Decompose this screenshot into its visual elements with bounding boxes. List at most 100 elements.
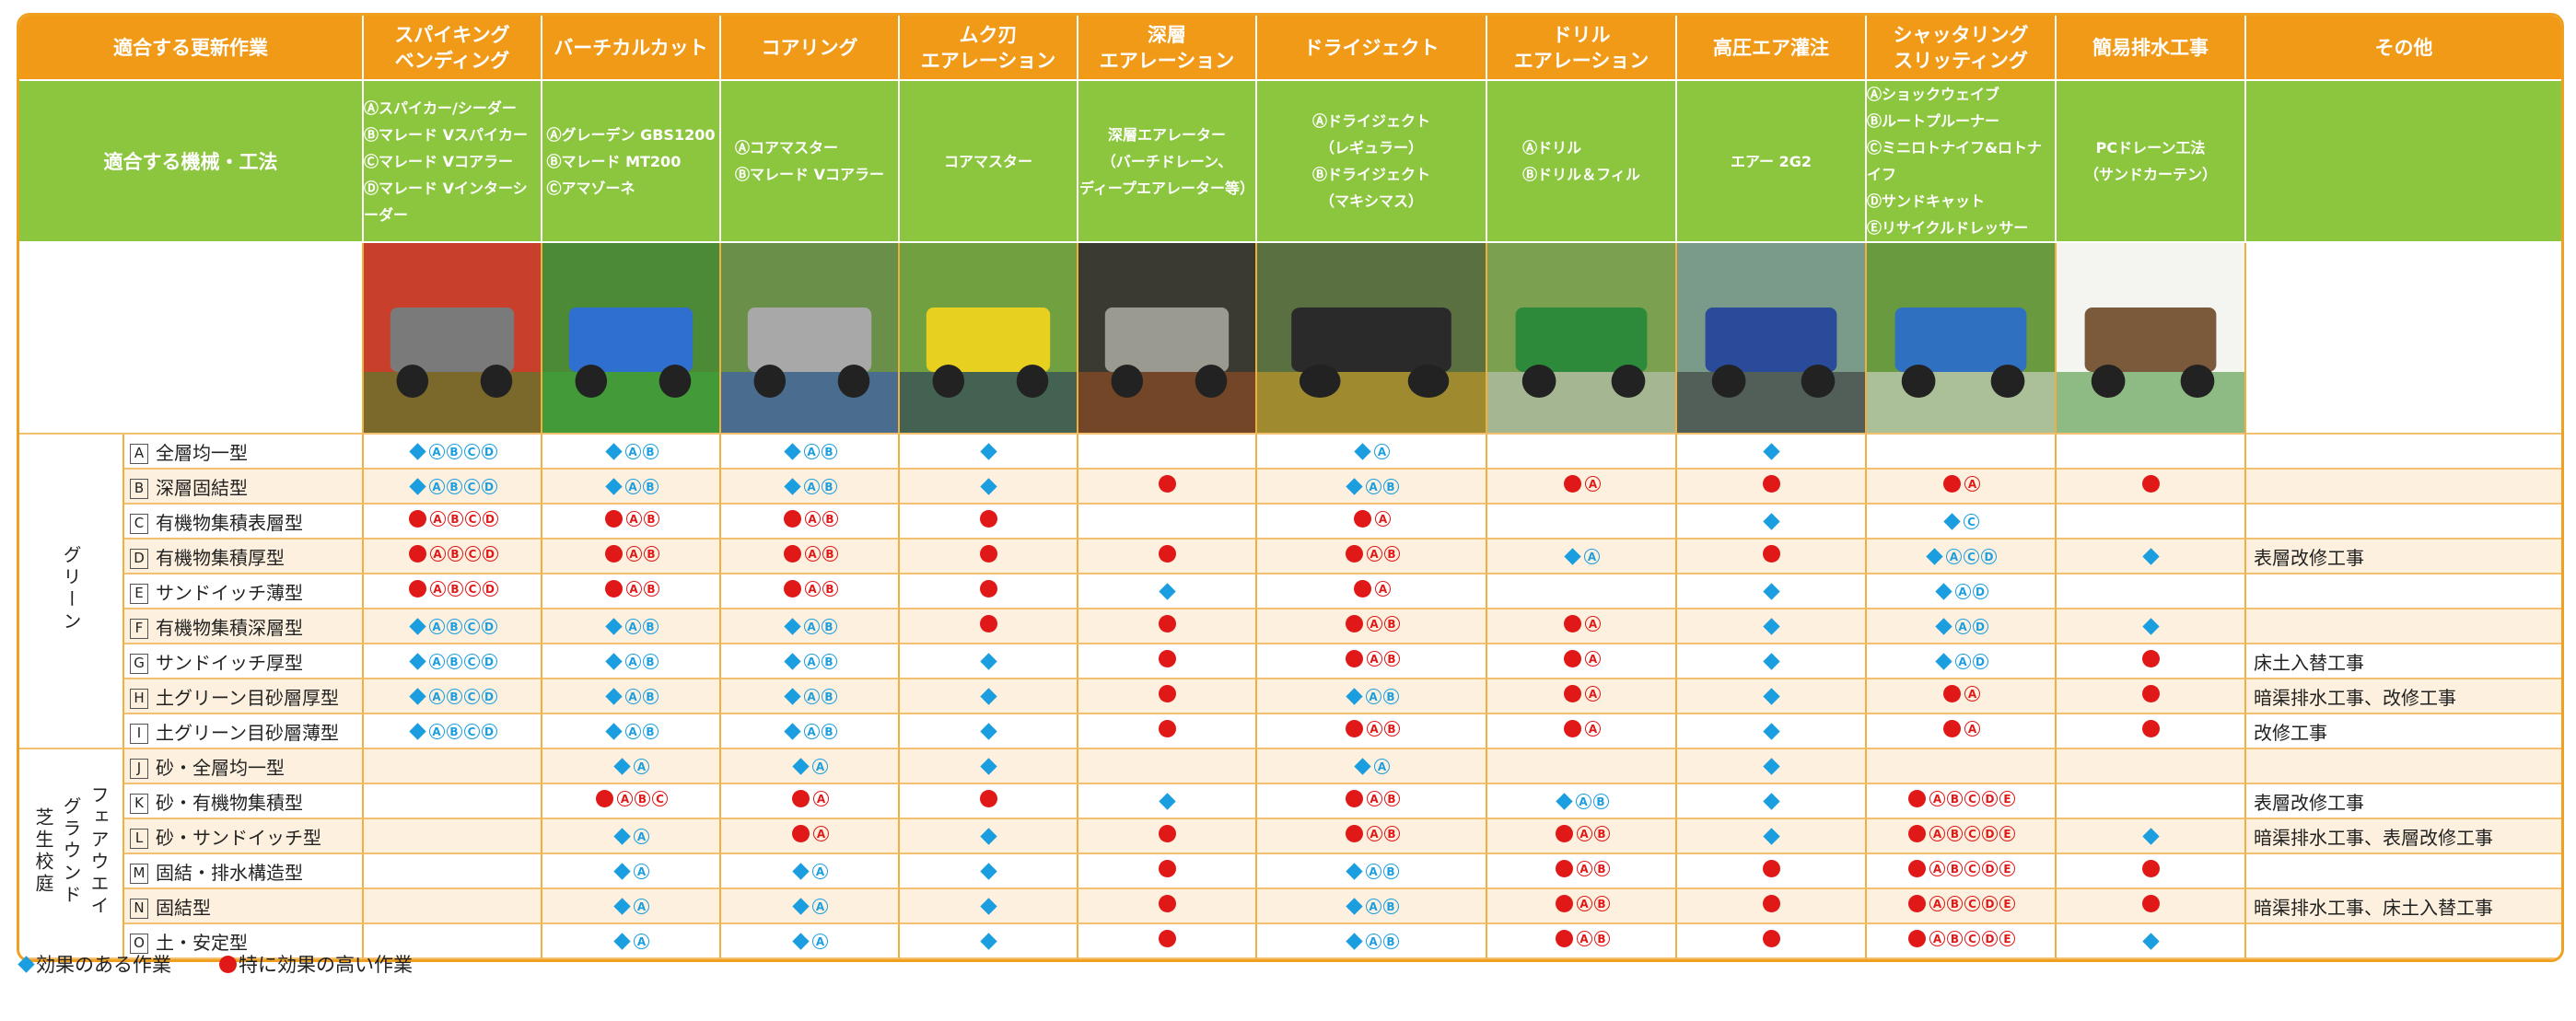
diamond-icon — [792, 898, 810, 915]
rating-cell — [2057, 609, 2246, 644]
machine-item: エアー 2G2 — [1730, 152, 1812, 170]
diamond-icon — [979, 443, 997, 460]
row-code: C — [130, 514, 148, 534]
rating-mark: A — [791, 898, 828, 915]
machine-letter-icon: A — [624, 724, 641, 739]
machine-letter-icon: B — [642, 479, 659, 494]
machine-letter-icon: B — [447, 546, 463, 562]
circle-icon — [2141, 720, 2160, 737]
machine-letter-icon: A — [428, 619, 445, 634]
diamond-icon — [1345, 863, 1363, 880]
circle-icon — [2141, 685, 2160, 702]
machine-letter-icon: B — [643, 581, 659, 597]
rating-mark: A — [1562, 615, 1601, 632]
photo-col-7 — [1677, 243, 1867, 435]
rating-cell — [1078, 679, 1257, 714]
group-label: フェアウエイ グラウンド 芝生校庭 — [32, 784, 110, 918]
circle-icon — [1158, 545, 1176, 563]
circle-icon — [1345, 615, 1363, 632]
rating-mark — [979, 828, 998, 845]
other-cell: 暗渠排水工事、改修工事 — [2246, 679, 2561, 714]
machine-letter-icon: A — [625, 581, 642, 597]
machine-letter-icon: A — [429, 546, 446, 562]
row-code: A — [130, 444, 148, 464]
rating-mark — [1157, 650, 1178, 667]
machine-letter-icon: A — [1374, 444, 1390, 459]
diamond-icon — [792, 863, 810, 880]
diamond-icon — [613, 758, 631, 775]
rating-cell: A — [1257, 574, 1487, 609]
machine-letter-icon: B — [822, 546, 838, 562]
rating-cell: C — [1867, 505, 2057, 540]
table-row: I 土グリーン目砂層薄型 A B C D A B A B A B A A 改修工事 — [19, 714, 2561, 749]
rating-mark: A — [612, 863, 649, 880]
rating-mark: A — [612, 828, 649, 845]
rating-mark — [1158, 793, 1177, 810]
row-code: D — [130, 549, 148, 569]
machine-letter-icon: A — [1929, 826, 1945, 841]
other-cell — [2246, 609, 2561, 644]
row-label: K 砂・有機物集積型 — [124, 784, 364, 819]
machine-letter-icon: B — [643, 511, 659, 527]
machine-letter-icon: B — [446, 479, 462, 494]
machine-item: Ⓑドリル＆フィル — [1522, 166, 1640, 183]
machine-letter-icon: A — [428, 479, 445, 494]
rating-cell — [2057, 644, 2246, 679]
rating-cell — [364, 924, 542, 959]
diamond-icon — [979, 688, 997, 705]
work-col-0: スパイキング ベンディング — [364, 16, 542, 81]
machine-letter-icon: A — [634, 934, 649, 949]
work-col-8: シャッタリング スリッティング — [1867, 16, 2057, 81]
circle-icon — [979, 510, 997, 528]
machine-letter-icon: A — [812, 864, 828, 879]
machine-item: Ⓓマレード Vインターシーダー — [364, 179, 528, 224]
rating-cell: A — [1257, 505, 1487, 540]
machine-list: Ⓐグレーデン GBS1200 Ⓑマレード MT200 Ⓒアマゾーネ — [547, 122, 716, 202]
machine-photo — [542, 243, 719, 433]
circle-icon — [1158, 825, 1176, 842]
rating-cell: A — [542, 854, 721, 889]
diamond-icon — [783, 653, 801, 670]
rating-cell: A — [1487, 540, 1677, 574]
rating-mark — [1157, 895, 1178, 912]
rating-cell: A — [1257, 435, 1487, 470]
machine-letter-icon: A — [1954, 584, 1971, 599]
machine-letter-icon: B — [446, 444, 462, 459]
machine-col-5: Ⓐドライジェクト （レギュラー） Ⓑドライジェクト （マキシマス） — [1257, 81, 1487, 243]
machine-item: 深層エアレーター — [1107, 125, 1226, 144]
rating-mark — [2140, 475, 2162, 493]
rating-cell — [900, 749, 1078, 784]
rating-mark: A — [791, 758, 828, 775]
machine-letter-icon: A — [813, 791, 829, 806]
machine-letter-icon: A — [1954, 654, 1971, 669]
rating-mark — [1762, 758, 1781, 775]
circle-icon — [1564, 685, 1581, 702]
machine-letter-icon: A — [1366, 826, 1382, 841]
machine-photo — [1867, 243, 2055, 433]
group-label: グリーン — [60, 544, 82, 633]
machine-letter-icon: A — [803, 619, 820, 634]
rating-cell — [1677, 644, 1867, 679]
row-name: 全層均一型 — [156, 441, 248, 464]
machine-col-4: 深層エアレーター （バーチドレーン、 ディープエアレーター等） — [1078, 81, 1257, 243]
